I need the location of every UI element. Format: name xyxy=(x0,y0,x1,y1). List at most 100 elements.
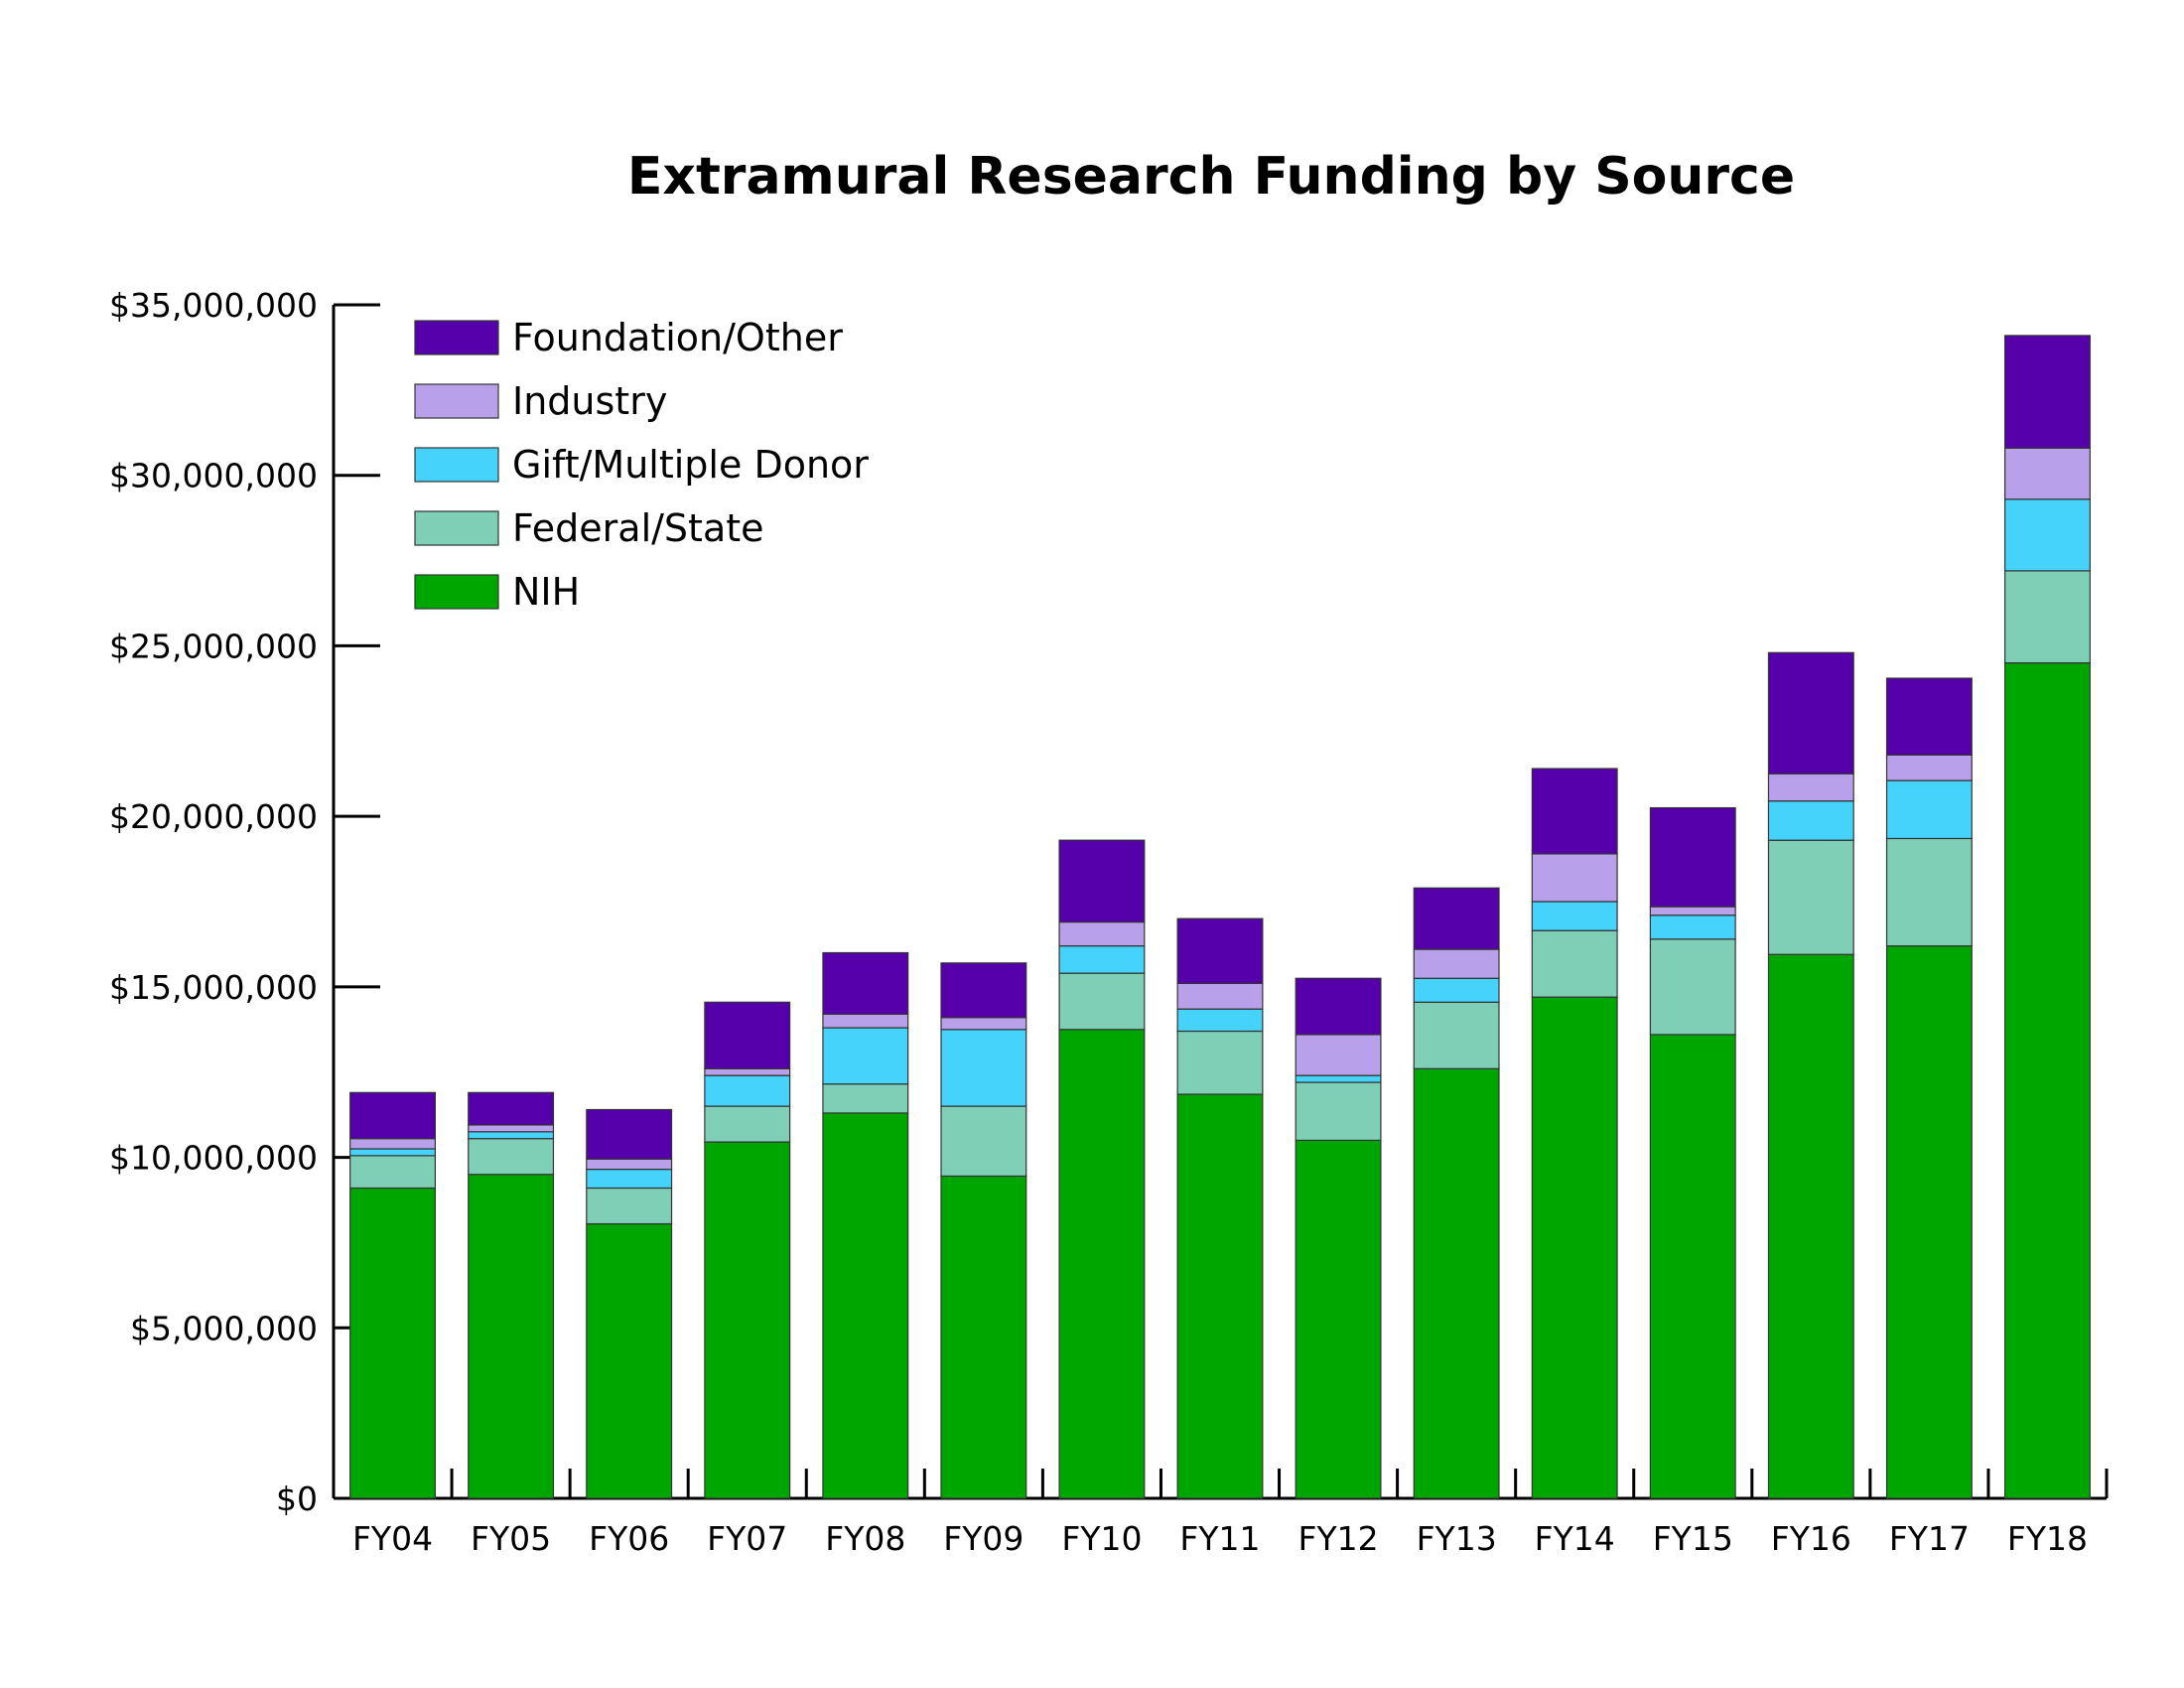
bar-segment-industry xyxy=(1176,982,1264,1010)
legend-swatch xyxy=(414,320,499,355)
bar-segment-industry xyxy=(704,1067,791,1076)
bar-segment-foundation-other xyxy=(1176,917,1264,985)
x-tick-label: FY04 xyxy=(352,1519,433,1558)
bar-segment-federal-state xyxy=(1767,839,1854,955)
bar-segment-foundation-other xyxy=(1531,768,1618,855)
bar-segment-nih xyxy=(349,1187,436,1499)
bar-segment-gift-multiple-donor xyxy=(822,1027,909,1085)
bar-segment-industry xyxy=(1885,754,1973,781)
bar-segment-federal-state xyxy=(468,1138,555,1176)
x-tick-label: FY14 xyxy=(1535,1519,1615,1558)
bar-segment-nih xyxy=(1885,945,1973,1499)
bar-segment-nih xyxy=(1058,1029,1146,1499)
bar-segment-foundation-other xyxy=(1413,887,1500,950)
bar-segment-gift-multiple-donor xyxy=(2004,498,2091,572)
bar-segment-federal-state xyxy=(704,1105,791,1143)
bar-segment-industry xyxy=(1295,1034,1382,1076)
bar-segment-foundation-other xyxy=(468,1091,555,1126)
bar-segment-federal-state xyxy=(349,1155,436,1190)
y-tick-label: $5,000,000 xyxy=(130,1309,318,1347)
bar-segment-federal-state xyxy=(822,1083,909,1114)
y-tick-label: $20,000,000 xyxy=(109,797,318,836)
x-tick-label: FY11 xyxy=(1179,1519,1260,1558)
legend: Foundation/Other Industry Gift/Multiple Do… xyxy=(414,316,869,614)
bar-segment-industry xyxy=(349,1138,436,1150)
bar-segment-federal-state xyxy=(1649,938,1736,1036)
bar-segment-foundation-other xyxy=(349,1091,436,1140)
bar-segment-gift-multiple-donor xyxy=(468,1131,555,1140)
legend-label: Foundation/Other xyxy=(512,316,843,359)
bar-segment-industry xyxy=(1413,948,1500,979)
bar-segment-industry xyxy=(586,1158,673,1171)
bar-segment-industry xyxy=(1531,853,1618,903)
bar-segment-industry xyxy=(1649,906,1736,916)
bar-segment-gift-multiple-donor xyxy=(349,1148,436,1157)
x-tick-label: FY13 xyxy=(1417,1519,1497,1558)
bar-segment-industry xyxy=(1058,921,1146,947)
bar-segment-nih xyxy=(1295,1139,1382,1499)
legend-label: Federal/State xyxy=(512,506,764,550)
bar-segment-federal-state xyxy=(2004,570,2091,664)
legend-swatch xyxy=(414,574,499,610)
y-tick-label: $35,000,000 xyxy=(109,286,318,325)
bar-segment-industry xyxy=(940,1017,1027,1031)
bar-segment-federal-state xyxy=(1413,1001,1500,1069)
bar-segment-nih xyxy=(2004,661,2091,1499)
y-tick-label: $0 xyxy=(276,1479,318,1518)
y-tick-label: $30,000,000 xyxy=(109,457,318,495)
x-tick-label: FY06 xyxy=(589,1519,669,1558)
bar-segment-gift-multiple-donor xyxy=(1058,945,1146,974)
bar-segment-gift-multiple-donor xyxy=(1885,779,1973,840)
bar-segment-nih xyxy=(1767,953,1854,1499)
bar-segment-nih xyxy=(1649,1034,1736,1499)
bar-segment-federal-state xyxy=(586,1187,673,1225)
bar-segment-nih xyxy=(704,1141,791,1499)
legend-swatch xyxy=(414,383,499,419)
bar-segment-gift-multiple-donor xyxy=(1176,1008,1264,1033)
bar-segment-foundation-other xyxy=(1885,677,1973,756)
y-tick-label: $10,000,000 xyxy=(109,1139,318,1178)
bar-segment-foundation-other xyxy=(704,1001,791,1069)
x-tick-label: FY18 xyxy=(2007,1519,2088,1558)
bar-segment-foundation-other xyxy=(822,951,909,1015)
bar-segment-gift-multiple-donor xyxy=(1413,977,1500,1003)
bar-segment-federal-state xyxy=(940,1105,1027,1178)
bar-segment-foundation-other xyxy=(2004,335,2091,449)
x-tick-label: FY09 xyxy=(943,1519,1024,1558)
bar-segment-gift-multiple-donor xyxy=(1767,800,1854,841)
x-tick-label: FY17 xyxy=(1889,1519,1970,1558)
bar-segment-nih xyxy=(468,1174,555,1499)
bar-segment-gift-multiple-donor xyxy=(586,1168,673,1190)
x-tick-label: FY10 xyxy=(1061,1519,1142,1558)
legend-swatch xyxy=(414,447,499,483)
legend-label: Industry xyxy=(512,379,667,423)
bar-segment-industry xyxy=(1767,773,1854,802)
bar-segment-nih xyxy=(940,1175,1027,1499)
bar-segment-foundation-other xyxy=(1295,977,1382,1036)
legend-label: Gift/Multiple Donor xyxy=(512,443,869,487)
x-tick-label: FY15 xyxy=(1653,1519,1733,1558)
y-tick-label: $25,000,000 xyxy=(109,627,318,665)
bar-segment-foundation-other xyxy=(1058,839,1146,923)
bar-segment-foundation-other xyxy=(1649,806,1736,908)
bar-segment-foundation-other xyxy=(586,1108,673,1160)
bar-segment-nih xyxy=(822,1112,909,1499)
bar-segment-federal-state xyxy=(1176,1030,1264,1095)
legend-label: NIH xyxy=(512,570,580,614)
y-tick-label: $15,000,000 xyxy=(109,968,318,1007)
bar-segment-nih xyxy=(586,1222,673,1499)
legend-swatch xyxy=(414,510,499,546)
bar-segment-nih xyxy=(1176,1093,1264,1499)
bar-segment-foundation-other xyxy=(940,962,1027,1019)
bar-segment-federal-state xyxy=(1885,837,1973,947)
x-tick-label: FY16 xyxy=(1771,1519,1851,1558)
bar-segment-federal-state xyxy=(1531,929,1618,998)
bar-segment-industry xyxy=(468,1124,555,1133)
bar-segment-federal-state xyxy=(1058,972,1146,1031)
bar-segment-nih xyxy=(1413,1067,1500,1499)
x-tick-label: FY08 xyxy=(825,1519,905,1558)
bars xyxy=(349,335,2091,1499)
chart-title: Extramural Research Funding by Source xyxy=(626,147,1796,207)
bar-segment-nih xyxy=(1531,996,1618,1499)
